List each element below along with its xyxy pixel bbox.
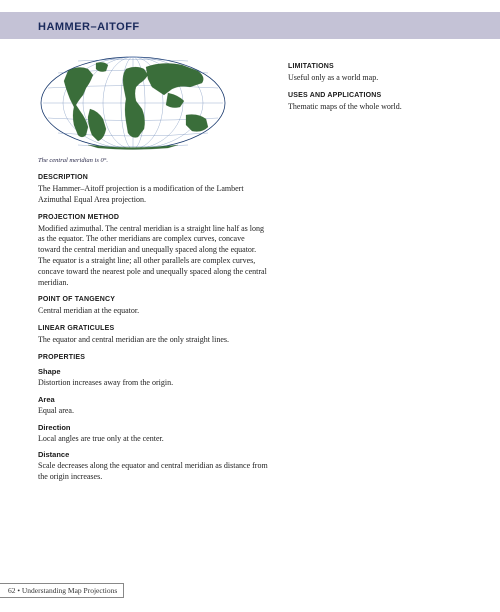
page-title: HAMMER–AITOFF (38, 21, 140, 33)
property-direction: Direction Local angles are true only at … (38, 423, 268, 445)
section-heading: PROJECTION METHOD (38, 214, 268, 221)
section-description: DESCRIPTION The Hammer–Aitoff projection… (38, 174, 268, 206)
right-column: LIMITATIONS Useful only as a world map. … (288, 53, 482, 485)
page-number-box: 62 • Understanding Map Projections (0, 583, 124, 598)
section-heading: LIMITATIONS (288, 63, 482, 70)
map-caption: The central meridian is 0°. (38, 157, 268, 164)
section-heading: USES AND APPLICATIONS (288, 92, 482, 99)
content-columns: The central meridian is 0°. DESCRIPTION … (0, 39, 500, 485)
book-title: Understanding Map Projections (22, 586, 117, 595)
section-properties: PROPERTIES (38, 354, 268, 361)
section-heading: PROPERTIES (38, 354, 268, 361)
property-body: Scale decreases along the equator and ce… (38, 461, 268, 483)
section-body: Thematic maps of the whole world. (288, 102, 482, 113)
section-uses-applications: USES AND APPLICATIONS Thematic maps of t… (288, 92, 482, 113)
page-number: 62 (8, 586, 16, 595)
property-distance: Distance Scale decreases along the equat… (38, 450, 268, 483)
property-name: Shape (38, 367, 268, 376)
section-heading: LINEAR GRATICULES (38, 325, 268, 332)
section-linear-graticules: LINEAR GRATICULES The equator and centra… (38, 325, 268, 346)
section-body: Modified azimuthal. The central meridian… (38, 224, 268, 289)
property-body: Distortion increases away from the origi… (38, 378, 268, 389)
section-body: The Hammer–Aitoff projection is a modifi… (38, 184, 268, 206)
property-body: Equal area. (38, 406, 268, 417)
section-body: Central meridian at the equator. (38, 306, 268, 317)
section-point-of-tangency: POINT OF TANGENCY Central meridian at th… (38, 296, 268, 317)
section-heading: POINT OF TANGENCY (38, 296, 268, 303)
property-name: Distance (38, 450, 268, 459)
section-projection-method: PROJECTION METHOD Modified azimuthal. Th… (38, 214, 268, 289)
property-name: Area (38, 395, 268, 404)
header-bar: HAMMER–AITOFF (0, 12, 500, 39)
property-shape: Shape Distortion increases away from the… (38, 367, 268, 389)
property-area: Area Equal area. (38, 395, 268, 417)
section-heading: DESCRIPTION (38, 174, 268, 181)
section-body: The equator and central meridian are the… (38, 335, 268, 346)
section-limitations: LIMITATIONS Useful only as a world map. (288, 63, 482, 84)
section-body: Useful only as a world map. (288, 73, 482, 84)
left-column: The central meridian is 0°. DESCRIPTION … (38, 53, 268, 485)
property-name: Direction (38, 423, 268, 432)
page-footer: 62 • Understanding Map Projections (0, 583, 124, 598)
property-body: Local angles are true only at the center… (38, 434, 268, 445)
projection-illustration (38, 53, 228, 153)
